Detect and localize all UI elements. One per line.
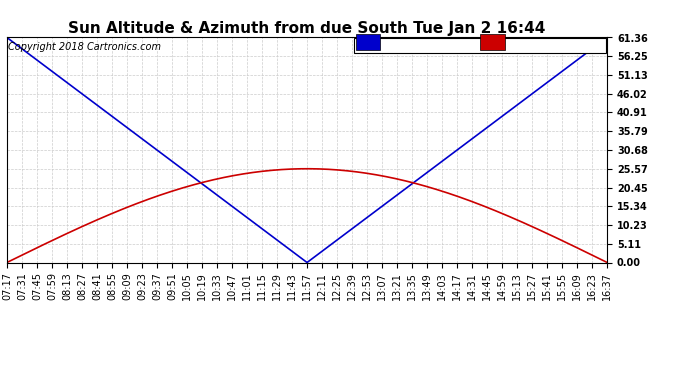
Text: Copyright 2018 Cartronics.com: Copyright 2018 Cartronics.com [8,42,161,52]
Legend: Azimuth (Angle °), Altitude (Angle °): Azimuth (Angle °), Altitude (Angle °) [354,39,607,53]
Title: Sun Altitude & Azimuth from due South Tue Jan 2 16:44: Sun Altitude & Azimuth from due South Tu… [68,21,546,36]
